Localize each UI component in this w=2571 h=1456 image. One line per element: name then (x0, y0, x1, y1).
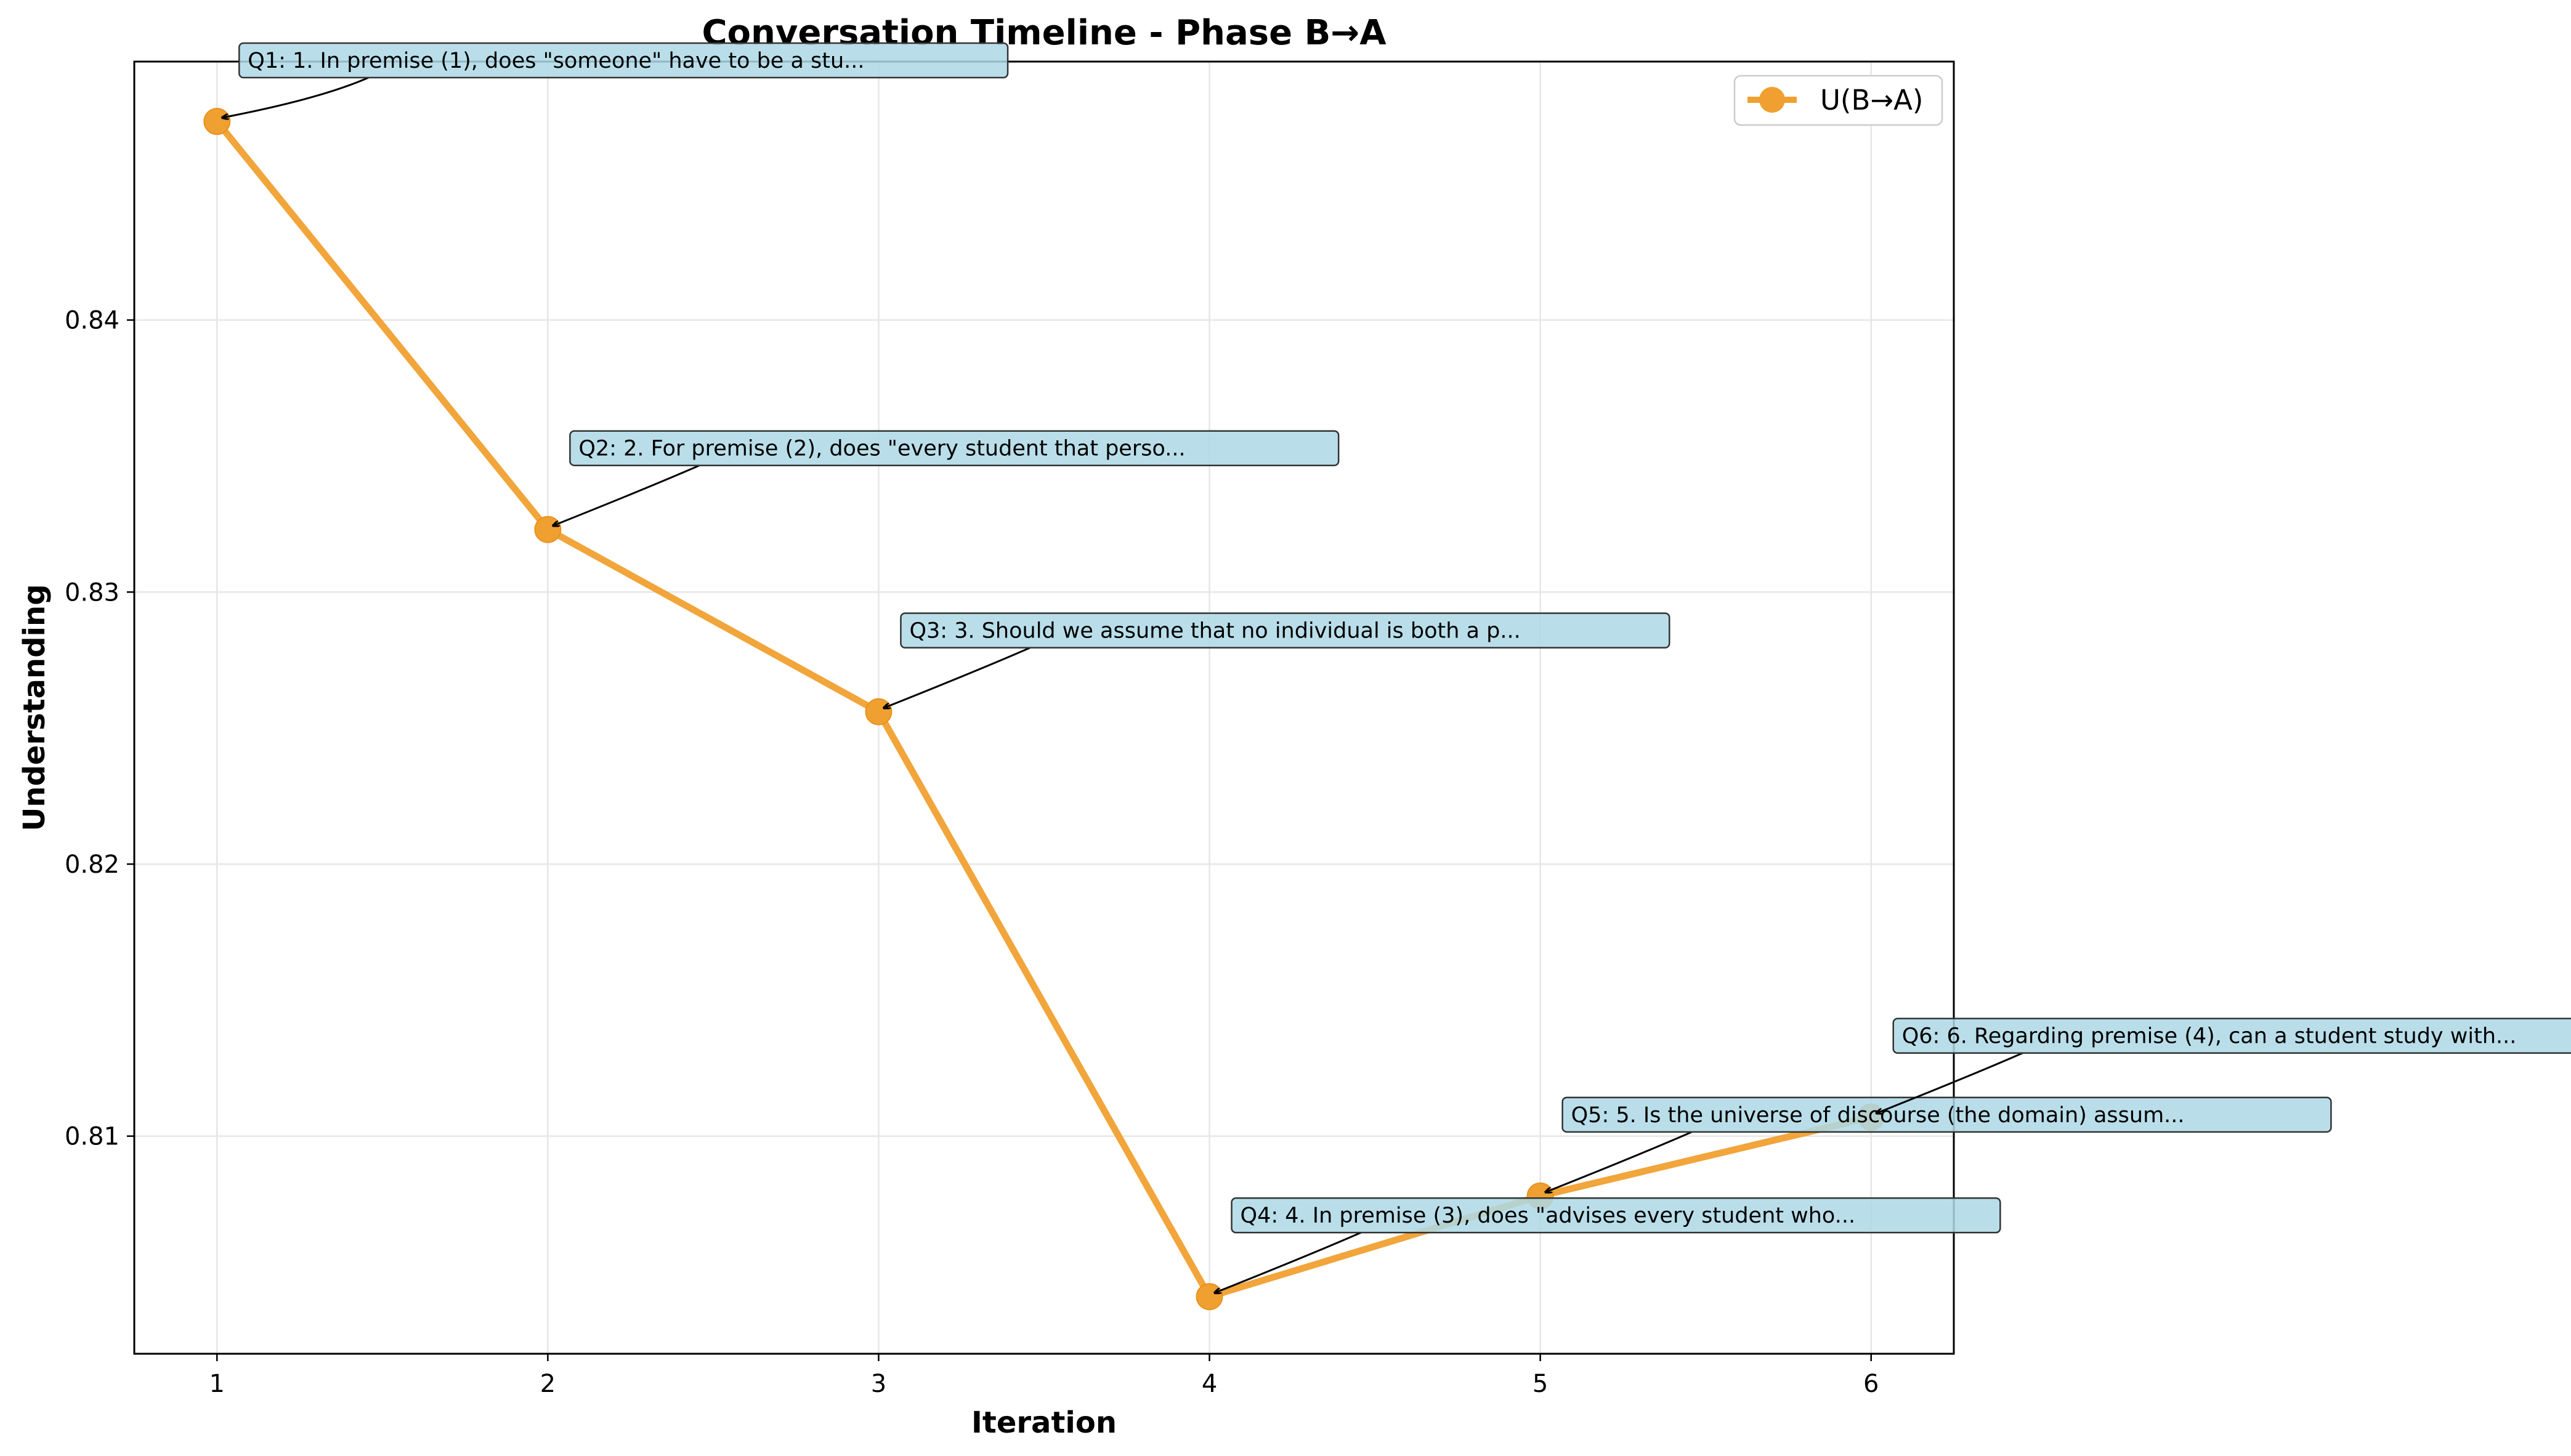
annotation-box (238, 42, 1009, 79)
x-tick-label: 2 (540, 1370, 556, 1398)
y-tick-label: 0.83 (65, 578, 119, 607)
annotation-arrow (1876, 1052, 2023, 1114)
annotation-text: Q6: 6. Regarding premise (4), can a stud… (1902, 1024, 2517, 1049)
legend-label: U(B→A) (1820, 84, 1923, 116)
legend-marker (1759, 87, 1785, 113)
legend-frame (1733, 75, 1943, 126)
data-point (534, 516, 562, 543)
x-tick-label: 5 (1532, 1370, 1548, 1398)
annotation-box (1892, 1017, 2571, 1054)
annotation-arrow (222, 76, 369, 118)
annotation-text: Q2: 2. For premise (2), does "every stud… (578, 437, 1185, 461)
data-point (1196, 1283, 1223, 1311)
x-tick-label: 1 (209, 1370, 225, 1398)
data-point (865, 698, 893, 726)
y-tick-label: 0.81 (65, 1123, 119, 1151)
annotation-text: Q3: 3. Should we assume that no individu… (909, 619, 1520, 644)
annotation-text: Q5: 5. Is the universe of discourse (the… (1571, 1103, 2185, 1128)
annotation-text: Q1: 1. In premise (1), does "someone" ha… (248, 49, 864, 73)
y-tick-label: 0.84 (65, 307, 119, 335)
annotation-arrow (883, 647, 1031, 708)
x-axis-label: Iteration (971, 1405, 1117, 1440)
x-tick-label: 4 (1202, 1370, 1217, 1398)
data-point (203, 108, 231, 135)
legend: U(B→A) (1733, 75, 1943, 126)
annotation-arrow (1545, 1131, 1693, 1192)
annotation-box (1561, 1096, 2332, 1133)
annotation-box (1231, 1197, 2001, 1234)
x-tick-label: 6 (1863, 1370, 1879, 1398)
axis-ticks: 1 2 3 4 5 6 0.81 0.82 0.83 0.84 (65, 307, 1879, 1398)
plot-area (133, 60, 1955, 1355)
annotation-box (569, 430, 1340, 466)
series-line (213, 118, 1875, 1300)
annotation-box (900, 612, 1670, 649)
annotation-arrow (553, 464, 700, 526)
annotations: Q1: 1. In premise (1), does "someone" ha… (222, 42, 2571, 1293)
annotation-text: Q4: 4. In premise (3), does "advises eve… (1241, 1203, 1856, 1228)
y-axis-label: Understanding (17, 584, 52, 831)
y-tick-label: 0.82 (65, 851, 119, 879)
annotation-arrow (1215, 1231, 1362, 1293)
x-tick-label: 3 (871, 1370, 886, 1398)
